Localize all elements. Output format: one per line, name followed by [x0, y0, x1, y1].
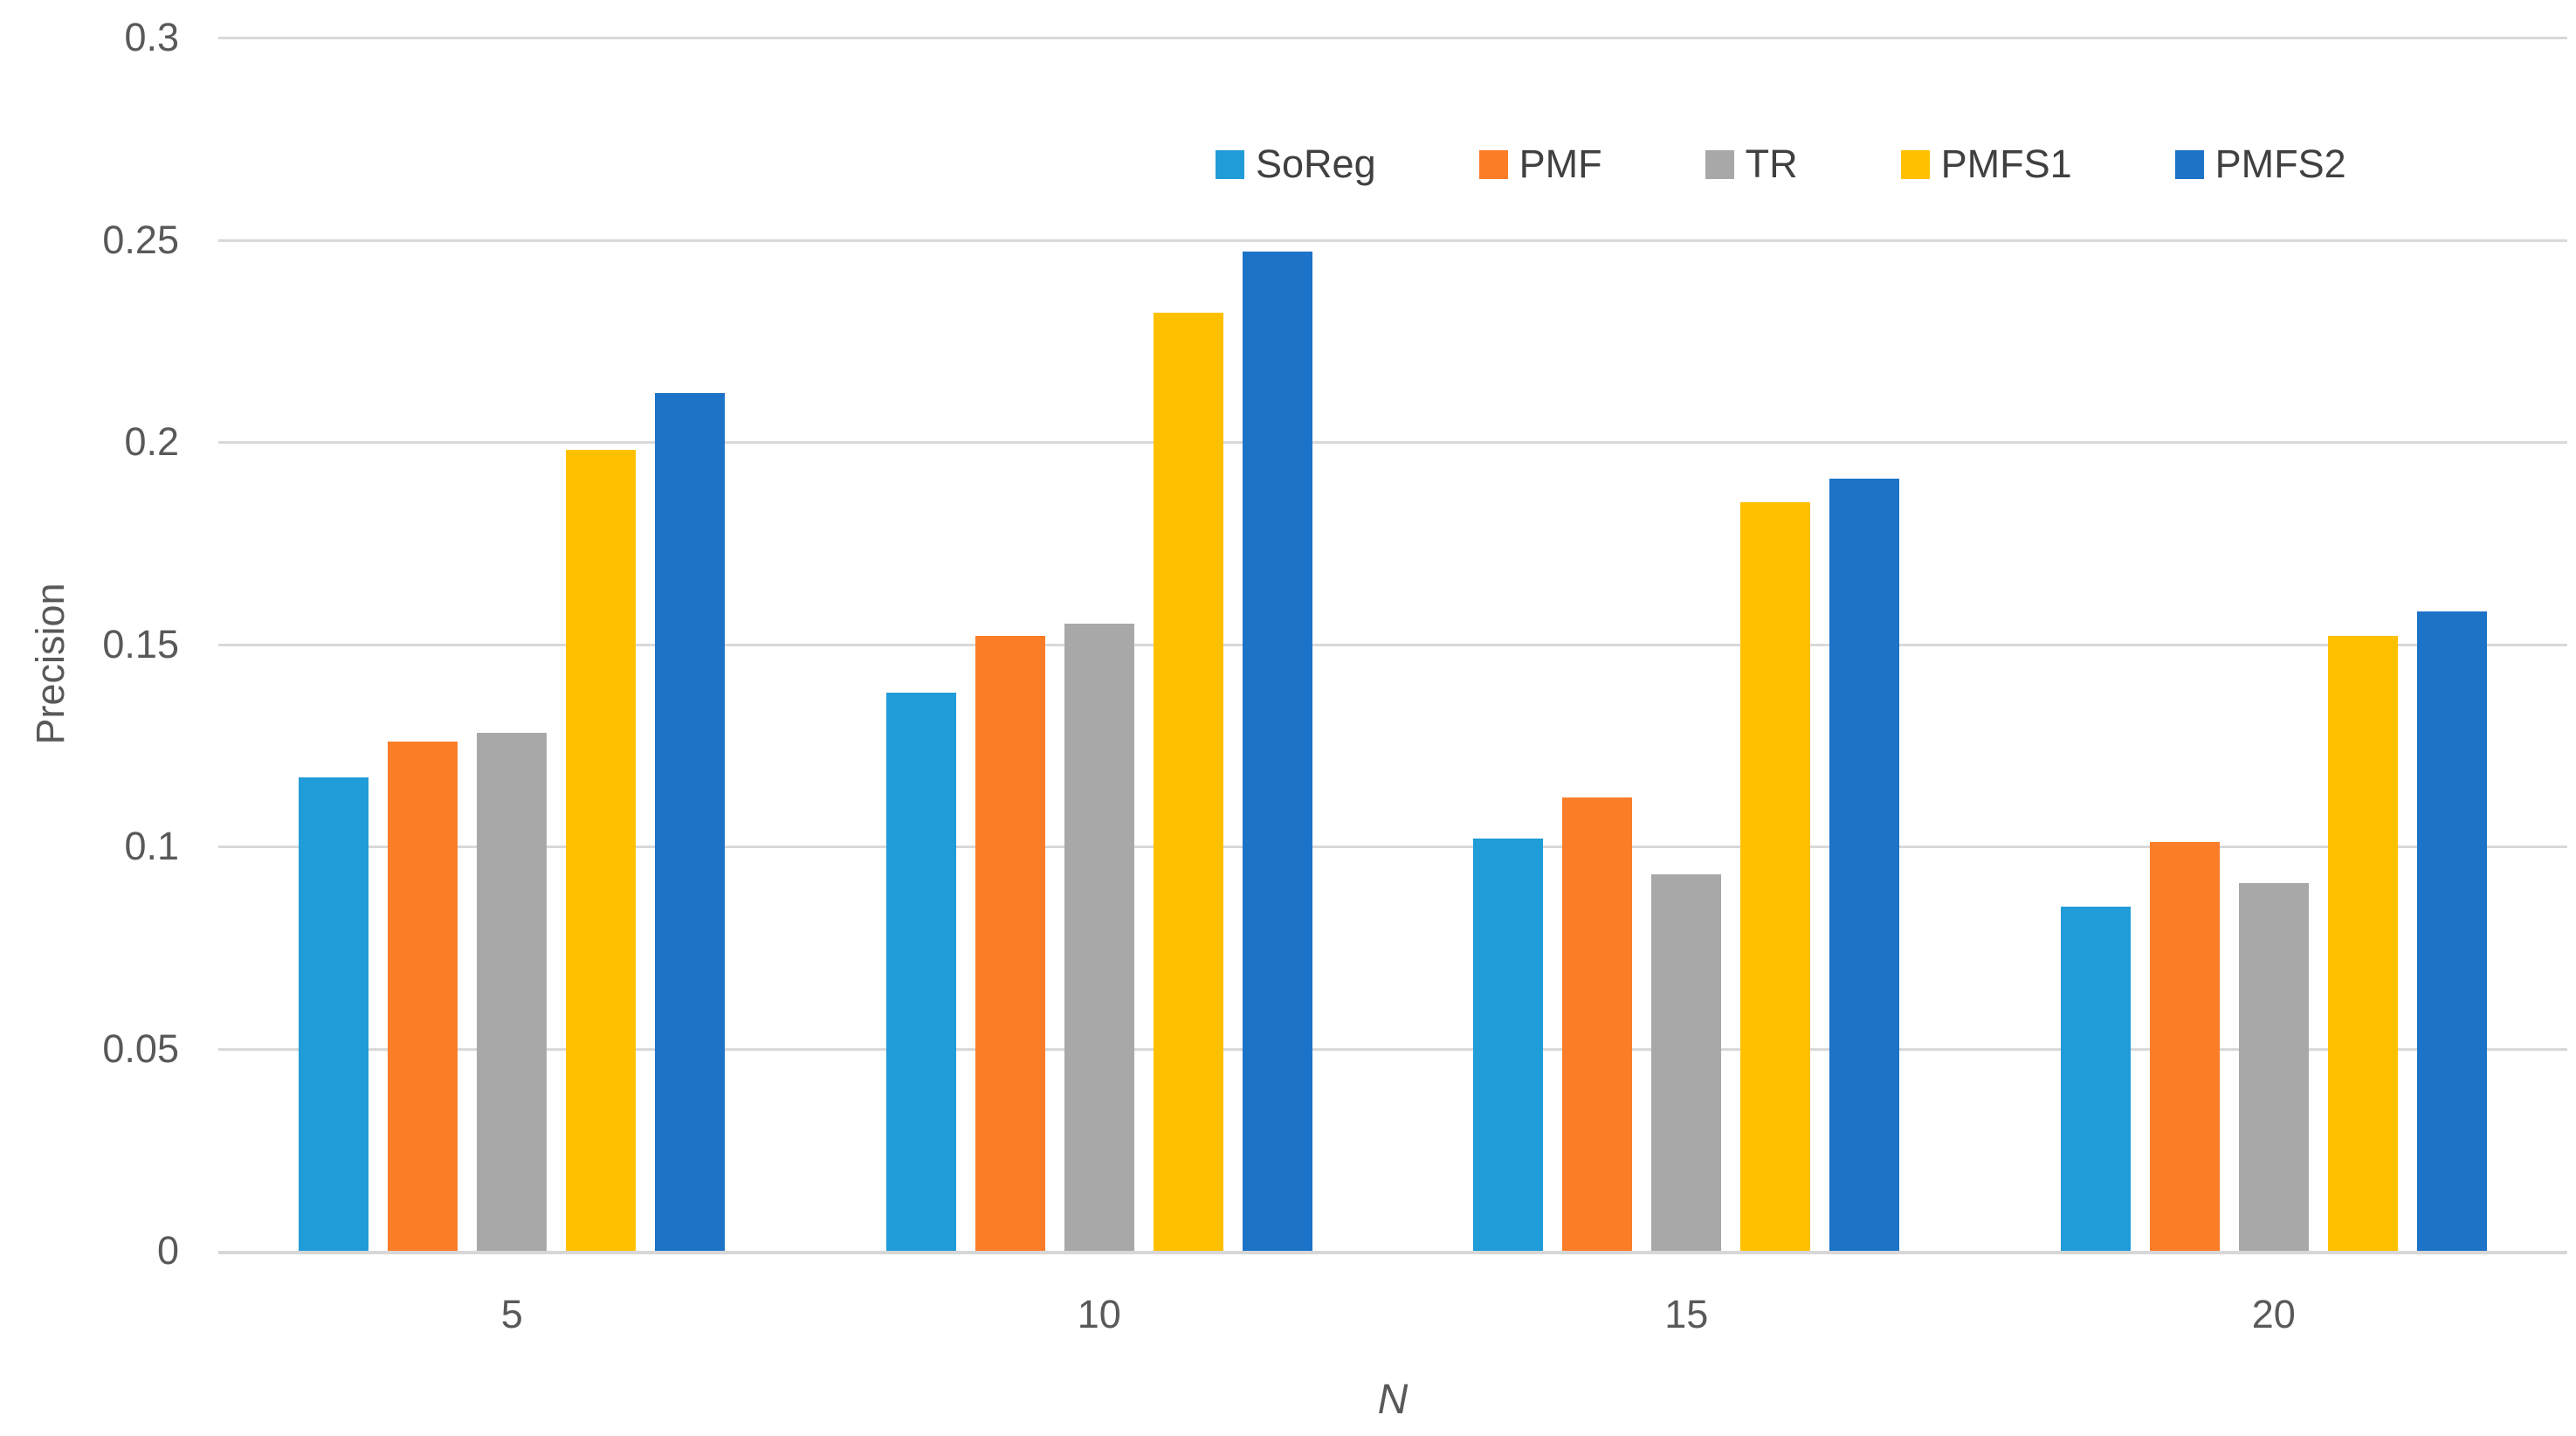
- legend-item-soreg: SoReg: [1216, 144, 1376, 184]
- bar-pmfs2-n5: [655, 393, 726, 1251]
- x-tick-label-15: 15: [1664, 1292, 1709, 1336]
- legend-label-pmfs1: PMFS1: [1940, 142, 2072, 186]
- y-tick-label-0: 0: [156, 1228, 179, 1273]
- y-tick-label-0.3: 0.3: [124, 15, 179, 59]
- legend-item-pmfs1: PMFS1: [1900, 142, 2072, 186]
- bar-pmfs1-n10: [1153, 313, 1223, 1251]
- bar-soreg-n20: [2060, 907, 2131, 1251]
- legend-swatch-tr: [1705, 149, 1734, 179]
- bar-tr-n10: [1064, 624, 1134, 1251]
- legend-swatch-soreg: [1216, 149, 1244, 179]
- plot-area: [218, 37, 2567, 1254]
- legend-swatch-pmf: [1478, 149, 1508, 179]
- legend-swatch-pmfs1: [1900, 149, 1930, 179]
- y-tick-label-0.2: 0.2: [124, 419, 179, 464]
- legend-swatch-pmfs2: [2174, 149, 2204, 179]
- bar-pmfs2-n15: [1829, 479, 1900, 1251]
- bar-tr-n20: [2238, 883, 2309, 1251]
- legend-item-pmfs2: PMFS2: [2174, 142, 2346, 186]
- bar-pmf-n5: [388, 742, 458, 1251]
- gridline-0.05: [218, 1047, 2567, 1051]
- bar-pmfs1-n20: [2327, 636, 2398, 1251]
- x-tick-label-20: 20: [2251, 1292, 2296, 1336]
- bar-pmf-n10: [975, 636, 1045, 1251]
- bar-pmfs2-n10: [1242, 252, 1312, 1251]
- y-tick-label-0.05: 0.05: [102, 1025, 179, 1071]
- gridline-0.1: [218, 846, 2567, 848]
- legend-label-tr: TR: [1745, 142, 1798, 186]
- y-tick-label-0.25: 0.25: [102, 217, 179, 262]
- legend-label-pmf: PMF: [1519, 142, 1602, 186]
- bar-soreg-n5: [299, 777, 369, 1251]
- bar-tr-n15: [1651, 874, 1722, 1251]
- y-tick-label-0.15: 0.15: [102, 621, 179, 666]
- gridline-0.25: [218, 238, 2567, 242]
- bar-pmfs1-n5: [566, 450, 637, 1251]
- x-axis-title: N: [1377, 1377, 1409, 1423]
- x-tick-label-5: 5: [500, 1292, 523, 1336]
- gridline-0.2: [218, 441, 2567, 444]
- legend-label-pmfs2: PMFS2: [2214, 142, 2346, 186]
- bar-tr-n5: [477, 733, 548, 1251]
- gridline-0.3: [218, 37, 2567, 39]
- x-tick-label-10: 10: [1077, 1292, 1121, 1336]
- gridline-0.15: [218, 643, 2567, 646]
- bar-pmf-n20: [2149, 842, 2220, 1251]
- legend-item-tr: TR: [1705, 144, 1798, 184]
- legend-item-pmf: PMF: [1478, 142, 1602, 186]
- bar-soreg-n10: [885, 693, 956, 1251]
- legend-label-soreg: SoReg: [1256, 142, 1376, 186]
- y-tick-label-0.1: 0.1: [124, 824, 179, 868]
- bar-pmfs2-n20: [2416, 611, 2487, 1251]
- bar-pmf-n15: [1562, 797, 1633, 1251]
- bar-pmfs1-n15: [1740, 502, 1811, 1251]
- legend: SoReg PMF TR PMFS1 PMFS2: [1216, 142, 2346, 186]
- bar-soreg-n15: [1473, 839, 1544, 1251]
